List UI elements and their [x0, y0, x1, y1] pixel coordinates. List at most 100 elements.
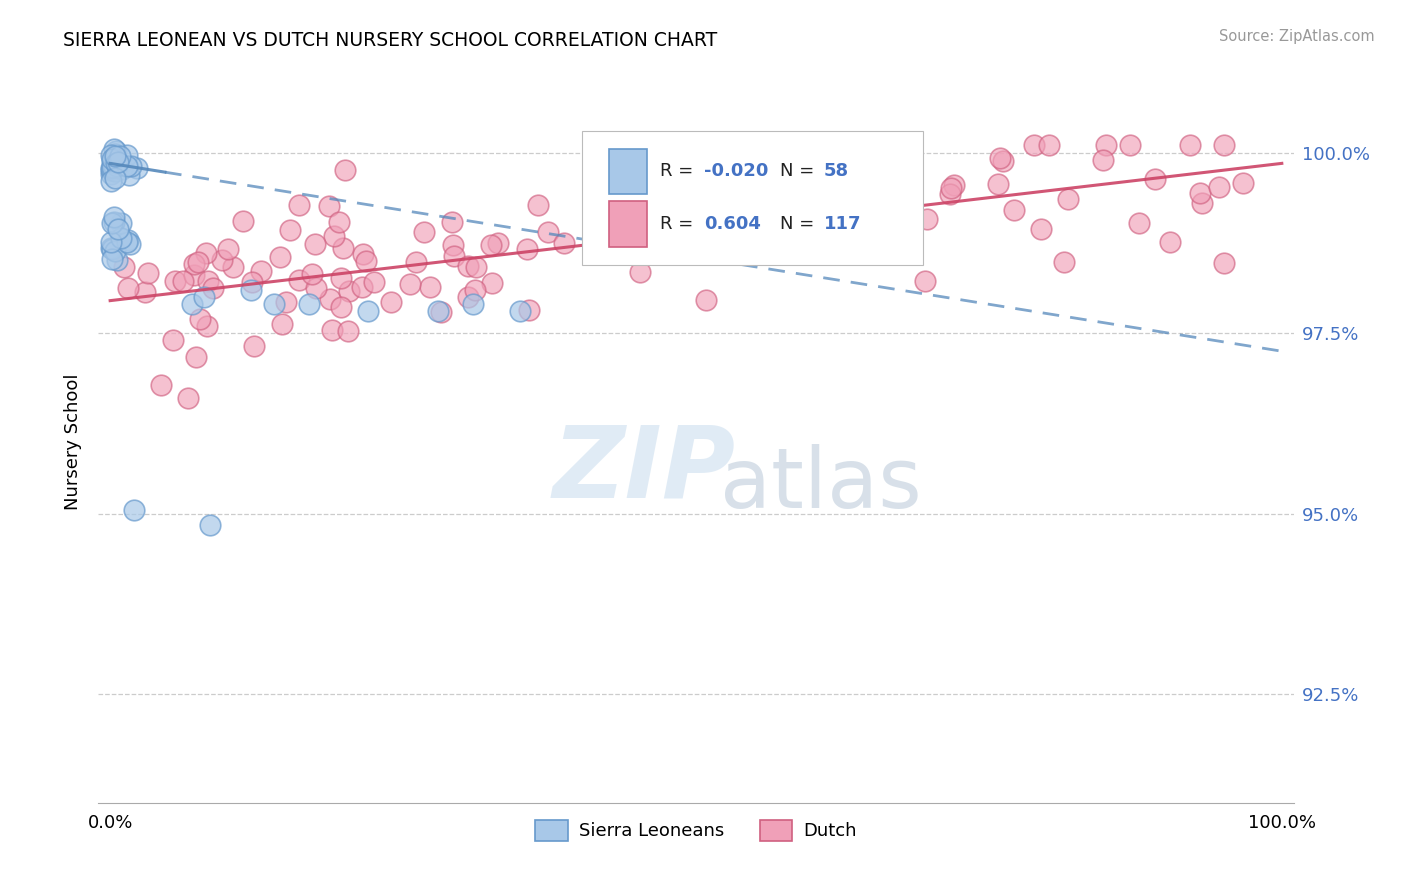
Point [103, 149, 125, 163]
Point [441, 215, 464, 229]
Point [242, 339, 264, 353]
Text: atlas: atlas [720, 444, 921, 525]
Point [323, 228, 346, 243]
Point [939, 186, 962, 201]
Point [183, 268, 205, 282]
Point [103, 142, 125, 156]
Point [100, 241, 122, 255]
Point [117, 233, 139, 247]
Point [187, 255, 209, 269]
Point [1053, 254, 1076, 268]
Point [107, 158, 129, 172]
Point [914, 274, 936, 288]
Point [198, 517, 221, 532]
Point [707, 246, 730, 260]
Point [298, 297, 321, 311]
Text: 58: 58 [824, 162, 849, 180]
Point [988, 151, 1011, 165]
Point [536, 226, 558, 240]
Point [457, 290, 479, 304]
Point [120, 159, 142, 173]
Point [835, 241, 858, 255]
Point [222, 260, 245, 275]
Point [336, 324, 359, 338]
Point [1091, 153, 1114, 167]
Point [202, 281, 225, 295]
Point [305, 280, 328, 294]
Point [125, 161, 148, 176]
Point [103, 210, 125, 224]
Point [889, 138, 911, 153]
Point [232, 214, 254, 228]
Point [107, 222, 129, 236]
Point [733, 221, 755, 235]
Point [553, 235, 575, 250]
Point [806, 235, 828, 250]
Point [104, 155, 127, 169]
Point [263, 297, 285, 311]
Point [188, 312, 211, 326]
Point [101, 152, 124, 166]
Point [288, 273, 311, 287]
Point [105, 253, 128, 268]
Text: R =: R = [661, 215, 704, 233]
Point [104, 164, 127, 178]
Point [481, 276, 503, 290]
Point [193, 290, 215, 304]
Point [647, 207, 669, 221]
Point [991, 153, 1014, 168]
Text: R =: R = [661, 162, 699, 180]
Point [100, 163, 122, 178]
Point [195, 319, 218, 334]
Point [527, 198, 550, 212]
Point [304, 236, 326, 251]
Point [443, 249, 465, 263]
Point [100, 252, 122, 266]
Point [118, 168, 141, 182]
Point [110, 161, 132, 176]
Point [108, 149, 131, 163]
Point [337, 284, 360, 298]
Point [352, 280, 374, 294]
Point [117, 281, 139, 295]
Point [100, 174, 122, 188]
Point [939, 181, 962, 195]
Point [405, 255, 427, 269]
Point [481, 238, 503, 252]
Point [301, 267, 323, 281]
Point [100, 161, 122, 175]
Point [352, 247, 374, 261]
Point [163, 274, 186, 288]
Point [115, 160, 138, 174]
Point [695, 293, 717, 307]
FancyBboxPatch shape [582, 131, 922, 265]
Point [321, 322, 343, 336]
Point [172, 274, 194, 288]
Point [354, 254, 377, 268]
Point [441, 238, 464, 252]
Point [987, 178, 1010, 192]
Point [915, 212, 938, 227]
Point [785, 199, 807, 213]
Point [702, 209, 724, 223]
Bar [609, 149, 647, 194]
Point [103, 151, 125, 165]
Point [465, 260, 488, 274]
Point [1208, 179, 1230, 194]
Text: 117: 117 [824, 215, 862, 233]
Point [602, 192, 624, 206]
Text: ZIP: ZIP [553, 422, 735, 519]
Point [112, 260, 135, 275]
Point [363, 275, 385, 289]
Point [107, 155, 129, 169]
Point [110, 231, 132, 245]
Point [183, 257, 205, 271]
Point [288, 198, 311, 212]
Legend: Sierra Leoneans, Dutch: Sierra Leoneans, Dutch [529, 813, 863, 848]
Point [727, 198, 749, 212]
Point [1212, 138, 1234, 153]
Point [1159, 235, 1181, 250]
Point [332, 241, 354, 255]
Point [1022, 138, 1045, 153]
Point [110, 157, 132, 171]
